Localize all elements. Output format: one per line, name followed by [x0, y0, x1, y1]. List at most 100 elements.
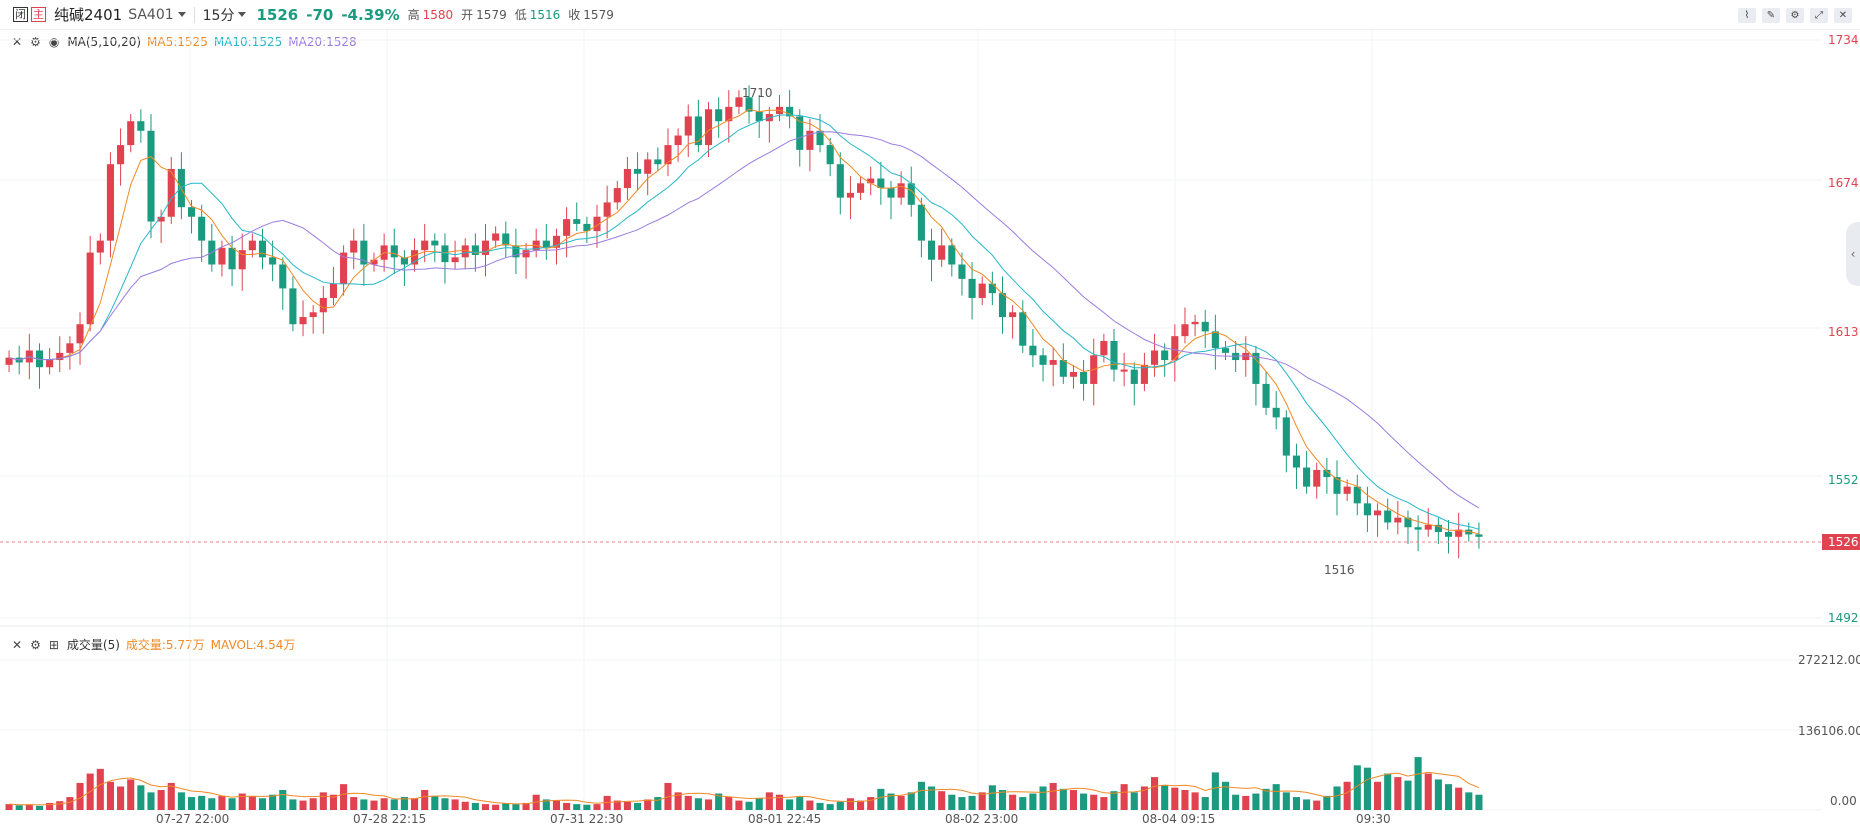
candle-body: [704, 109, 713, 146]
symbol-code[interactable]: SA401: [128, 6, 174, 23]
ma-legend-title: MA(5,10,20): [67, 35, 142, 49]
volume-bar: [370, 800, 378, 810]
volume-bar: [796, 797, 804, 810]
volume-bar: [1272, 784, 1280, 810]
volume-bar: [573, 804, 581, 810]
candle-body: [1333, 477, 1341, 494]
volume-bar: [877, 788, 885, 810]
volume-bar: [552, 800, 561, 810]
candle-body: [1394, 517, 1402, 523]
volume-bar: [350, 797, 358, 810]
volume-bar: [1009, 794, 1017, 810]
candle-body: [228, 247, 236, 270]
candle-body: [907, 183, 915, 205]
min-price-annotation: 1516: [1324, 563, 1355, 577]
volume-bar: [218, 795, 226, 810]
time-axis-label: 07-31 22:30: [550, 812, 624, 826]
ma5-line: [8, 108, 1480, 535]
chevron-down-icon[interactable]: [177, 12, 186, 17]
volume-bar: [1069, 790, 1077, 810]
volume-bar: [968, 795, 976, 810]
volume-bar: [704, 799, 713, 810]
interval-selector[interactable]: 15分: [202, 7, 235, 24]
volume-bar: [157, 790, 165, 810]
low-value: 1516: [529, 7, 561, 22]
time-axis-label: 08-02 23:00: [945, 812, 1019, 826]
candle-body: [502, 233, 510, 246]
volume-bar: [228, 798, 236, 810]
last-price-tag: 1526: [1822, 534, 1860, 550]
candle-body: [745, 97, 753, 112]
volume-bar: [1384, 773, 1392, 810]
collapse-panel-icon[interactable]: ‹: [1846, 222, 1860, 286]
volume-bar: [1282, 792, 1290, 810]
volume-bar: [694, 798, 702, 810]
volume-bar: [522, 802, 530, 810]
volume-bar: [1374, 781, 1382, 810]
volume-bar: [106, 781, 114, 810]
volume-bar: [1404, 780, 1412, 810]
volume-bar: [938, 791, 946, 810]
symbol-header: 闭 主 纯碱2401 SA401 15分 1526 -70 -4.39% 高 1…: [0, 0, 1860, 30]
candle-body: [258, 240, 267, 258]
volume-bar: [978, 792, 986, 810]
candle-body: [56, 352, 64, 361]
candle-body: [755, 111, 763, 122]
candle-body: [117, 145, 125, 165]
volume-bar: [857, 800, 865, 810]
candle-body: [978, 283, 986, 298]
draw-pen-icon[interactable]: ✎: [1762, 8, 1780, 23]
volume-bar: [269, 794, 277, 810]
main-contract-icon[interactable]: 主: [31, 7, 46, 22]
candle-body: [846, 192, 854, 198]
volume-bar: [1211, 772, 1219, 810]
symbol-name[interactable]: 纯碱2401: [54, 6, 123, 24]
candle-body: [421, 240, 429, 251]
add-icon[interactable]: ⊞: [48, 637, 59, 652]
price-change-pct: -4.39%: [341, 5, 400, 24]
volume-bar: [846, 798, 854, 810]
chevron-down-icon[interactable]: [238, 12, 247, 17]
volume-bar: [816, 802, 824, 810]
candle-body: [1161, 350, 1169, 361]
open-value: 1579: [476, 7, 507, 22]
close-icon[interactable]: ✕: [12, 35, 23, 49]
open-label: 开: [461, 8, 474, 22]
candle-body: [137, 121, 145, 131]
volume-bar: [441, 798, 449, 810]
settings-icon[interactable]: ⚙: [30, 637, 41, 652]
candle-body: [1272, 407, 1280, 418]
volume-bar: [76, 782, 84, 810]
time-axis-label: 07-28 22:15: [353, 812, 427, 826]
ma10-line: [8, 114, 1480, 530]
volume-bar: [96, 768, 104, 810]
line-chart-icon[interactable]: ⌇: [1738, 8, 1756, 23]
volume-bar: [755, 798, 763, 810]
price-axis-label: 1613: [1828, 325, 1859, 339]
settings-icon[interactable]: ⚙: [30, 35, 41, 49]
volume-bar: [1465, 792, 1473, 810]
candle-body: [461, 245, 469, 258]
close-panel-icon[interactable]: 闭: [13, 7, 28, 22]
candle-body: [360, 240, 368, 265]
indicator-icon[interactable]: ⚙: [1786, 8, 1804, 23]
candle-body: [796, 116, 804, 150]
volume-bar: [25, 804, 33, 810]
mavol-line: [9, 771, 1480, 806]
eye-icon[interactable]: ◉: [48, 35, 60, 49]
candle-body: [329, 283, 337, 298]
candle-body: [86, 252, 94, 325]
candle-body: [786, 106, 794, 117]
candle-body: [1363, 503, 1371, 516]
candle-body: [1252, 352, 1260, 384]
close-icon[interactable]: ✕: [12, 637, 23, 652]
candle-body: [1424, 524, 1432, 530]
volume-bar: [1323, 795, 1331, 810]
volume-bar: [887, 793, 895, 810]
expand-icon[interactable]: ⤢: [1810, 8, 1828, 23]
close-icon[interactable]: ✕: [1834, 8, 1852, 23]
volume-bar: [1130, 792, 1138, 810]
candle-body: [1059, 360, 1067, 377]
candle-body: [299, 317, 307, 325]
